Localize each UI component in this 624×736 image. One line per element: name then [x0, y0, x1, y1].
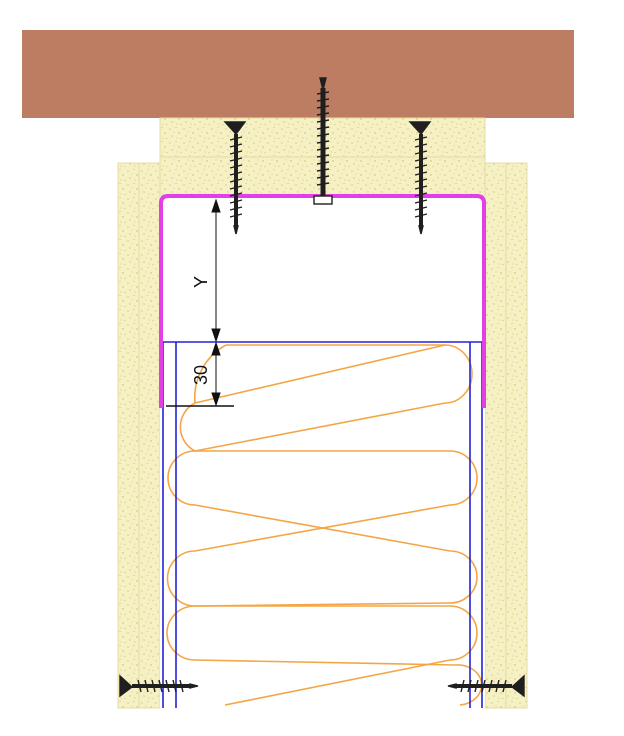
dimension-30-label: 30	[191, 365, 211, 385]
dimension-y-label: Y	[191, 276, 211, 288]
screw-center-anchor	[313, 77, 333, 205]
insulation	[166, 344, 483, 706]
timber-beam	[22, 30, 574, 118]
screw-left-horizontal	[119, 674, 199, 698]
screw-left-vertical	[223, 121, 247, 235]
dimension-30	[166, 341, 234, 407]
screw-right-vertical	[408, 121, 432, 235]
screw-right-horizontal	[447, 674, 525, 698]
wall-cavity	[160, 196, 485, 708]
dimension-y	[211, 198, 221, 343]
